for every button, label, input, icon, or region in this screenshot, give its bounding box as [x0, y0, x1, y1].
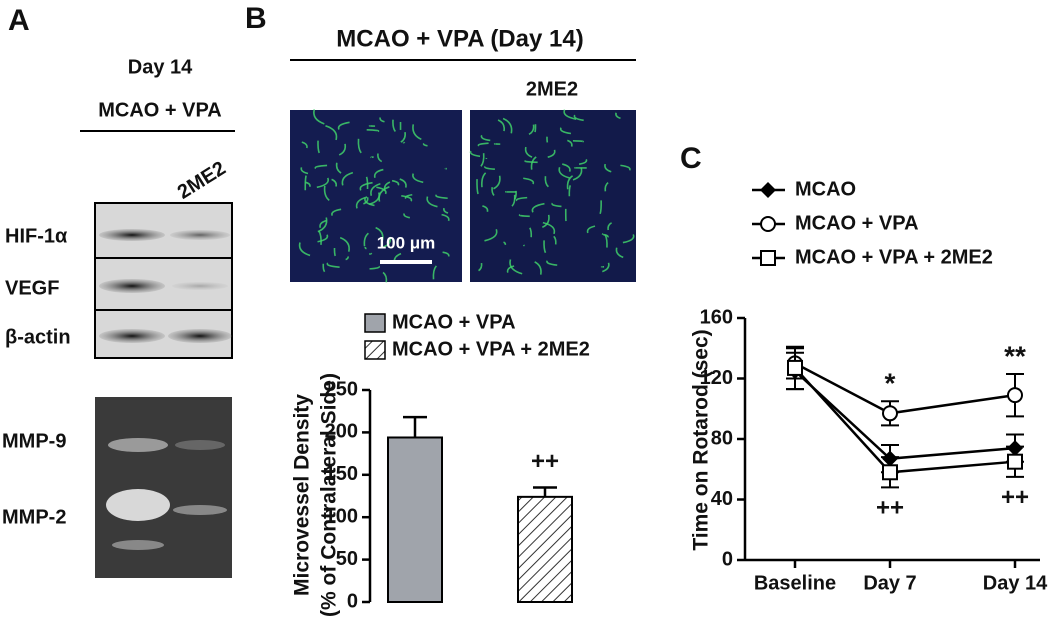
blot-label: VEGF — [5, 277, 59, 299]
vessel — [305, 176, 306, 191]
panel-label: C — [680, 142, 702, 175]
annotation: ++ — [531, 448, 559, 475]
y-tick-label: 40 — [711, 488, 733, 510]
marker — [883, 465, 897, 479]
y-tick-label: 0 — [347, 590, 358, 612]
y-tick-label: 160 — [700, 306, 733, 328]
panel-title: Day 14 — [128, 56, 193, 78]
annotation: * — [885, 368, 896, 399]
legend-label: MCAO + VPA + 2ME2 — [795, 246, 993, 268]
y-axis-label: Time on Rotarod (sec) — [690, 329, 713, 550]
western-blot — [95, 203, 232, 358]
y-tick-label: 80 — [711, 427, 733, 449]
panel-label: A — [8, 4, 30, 37]
x-tick-label: Day 7 — [863, 572, 916, 594]
blot-label: HIF-1α — [5, 225, 68, 247]
bar — [518, 497, 572, 602]
x-tick-label: Baseline — [754, 572, 836, 594]
marker — [1008, 455, 1022, 469]
annotation: ++ — [1001, 484, 1029, 511]
y-axis-label: (% of Contralateral Side) — [318, 373, 341, 617]
marker — [1008, 388, 1022, 402]
annotation: ** — [1004, 340, 1026, 371]
legend-label: MCAO + VPA — [392, 311, 516, 333]
scale-bar-label: 100 μm — [377, 233, 436, 252]
blot-label: β-actin — [5, 326, 71, 348]
zymo-label: MMP-9 — [2, 430, 66, 452]
panel-label: B — [245, 2, 267, 35]
marker — [761, 217, 775, 231]
series-line — [795, 371, 1015, 459]
zymogram — [95, 397, 232, 578]
marker — [788, 361, 802, 375]
panel-title: MCAO + VPA (Day 14) — [336, 25, 583, 52]
legend-label: MCAO + VPA — [795, 212, 919, 234]
legend-label: MCAO — [795, 178, 856, 200]
vessel — [334, 248, 335, 256]
treatment-label: 2ME2 — [174, 157, 230, 203]
legend-swatch — [365, 314, 385, 332]
y-axis-label: Microvessel Density — [291, 394, 314, 596]
legend-label: MCAO + VPA + 2ME2 — [392, 338, 590, 360]
vessel — [573, 141, 583, 142]
group-label: MCAO + VPA — [98, 99, 222, 121]
zymo-label: MMP-2 — [2, 506, 66, 528]
marker — [883, 406, 897, 420]
annotation: ++ — [876, 495, 904, 522]
bar — [388, 437, 442, 602]
y-tick-label: 0 — [722, 548, 733, 570]
micrographs — [290, 109, 636, 282]
treatment-label: 2ME2 — [526, 78, 578, 100]
x-tick-label: Day 14 — [983, 572, 1048, 594]
legend-swatch — [365, 341, 385, 359]
marker — [761, 251, 775, 265]
marker — [760, 182, 776, 198]
